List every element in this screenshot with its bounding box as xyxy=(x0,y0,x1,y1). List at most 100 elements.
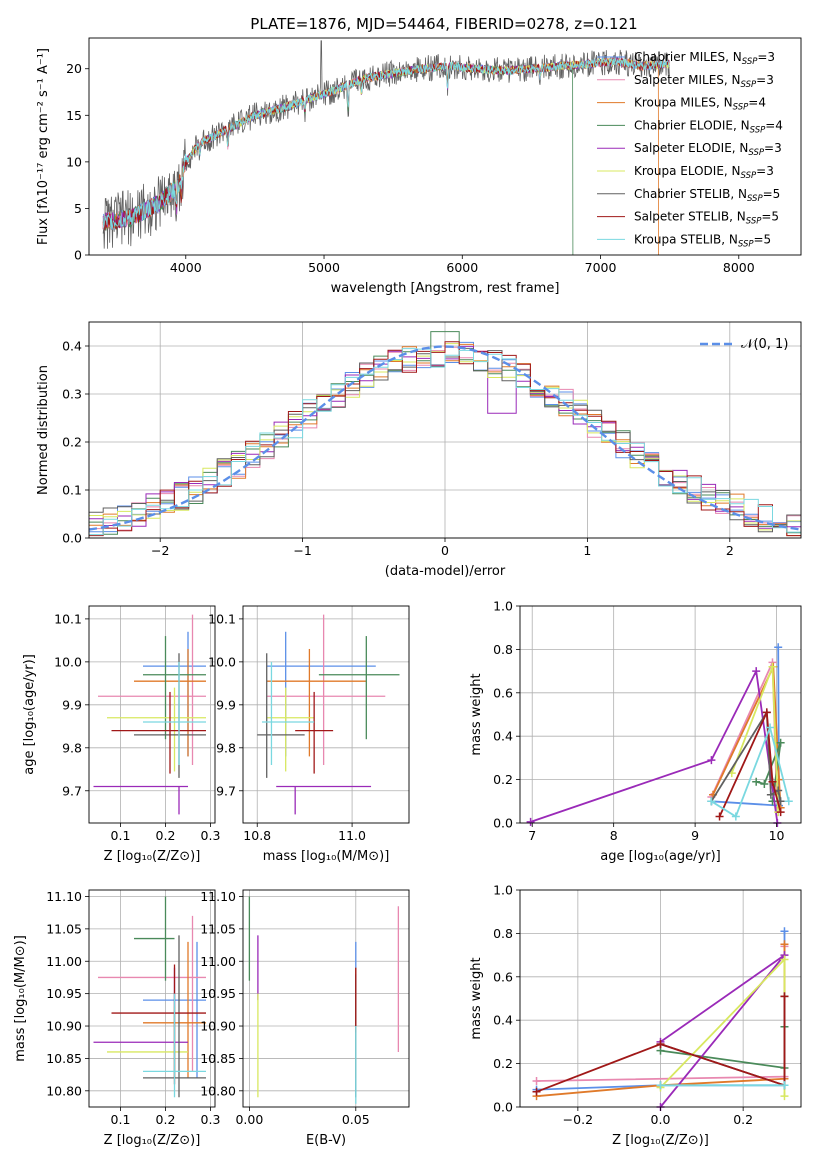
y-tick-label: 5 xyxy=(74,201,82,216)
x-tick-label: 4000 xyxy=(170,260,202,275)
legend-entry: Salpeter ELODIE, NSSP=3 xyxy=(634,141,782,158)
legend-entry: 𝒩(0, 1) xyxy=(741,337,788,352)
x-tick-label: −0.2 xyxy=(563,1112,593,1127)
x-axis-label: E(B-V) xyxy=(306,1133,346,1148)
x-tick-label: 0.0 xyxy=(651,1112,671,1127)
x-axis-label: (data-model)/error xyxy=(385,564,506,579)
y-tick-label: 10.95 xyxy=(46,986,82,1001)
legend-entry: Kroupa ELODIE, NSSP=3 xyxy=(634,164,774,181)
y-tick-label: 9.9 xyxy=(62,697,82,712)
y-axis-label: mass [log₁₀(M/M⊙)] xyxy=(13,935,28,1062)
y-tick-label: 10.1 xyxy=(208,611,236,626)
y-tick-label: 9.7 xyxy=(62,783,82,798)
weight-series-8 xyxy=(718,708,782,817)
weight-marker xyxy=(526,817,535,826)
panel-age-vs-Z: 0.1 0.2 0.3 9.7 9.8 9.9 10.0 10.1 Z [log₁₀(Z/Z⊙)… xyxy=(22,605,221,864)
y-tick-label: 10.95 xyxy=(200,986,236,1001)
y-tick-label: 11.05 xyxy=(46,921,82,936)
y-tick-label: 10 xyxy=(66,154,82,169)
panel-weight-vs-age: 7 8 9 10 0.0 0.2 0.4 0.6 0.8 1.0 age [log₁₀(age/yr… xyxy=(469,599,802,864)
x-axis-label: Z [log₁₀(Z/Z⊙)] xyxy=(104,849,201,864)
weight-marker xyxy=(776,808,785,817)
y-tick-label: 1.0 xyxy=(493,883,513,898)
axes-frame xyxy=(88,889,216,1108)
axes-frame xyxy=(519,605,802,824)
y-tick-label: 0.1 xyxy=(62,483,82,498)
x-tick-label: 0.3 xyxy=(201,1112,221,1127)
x-tick-label: 8 xyxy=(610,828,618,843)
x-tick-label: 6000 xyxy=(446,260,478,275)
histogram-series-4 xyxy=(89,331,801,535)
y-tick-label: 10.80 xyxy=(46,1083,82,1098)
x-tick-label: 10.8 xyxy=(243,828,271,843)
x-tick-label: 0.00 xyxy=(235,1112,263,1127)
y-axis-label: age [log₁₀(age/yr)] xyxy=(22,654,37,775)
spectrum-series-6 xyxy=(174,57,671,204)
x-tick-label: 0.1 xyxy=(111,828,131,843)
y-tick-label: 0.4 xyxy=(493,1013,513,1028)
legend-entry: Chabrier STELIB, NSSP=5 xyxy=(634,187,780,204)
y-tick-label: 10.1 xyxy=(54,611,82,626)
y-tick-label: 0.8 xyxy=(493,642,513,657)
plot-area-mass-vs-Z xyxy=(93,896,206,1098)
y-tick-label: 0.6 xyxy=(493,685,513,700)
axes-frame xyxy=(88,321,802,539)
plot-area-weight-vs-age xyxy=(526,643,793,827)
legend-entry: Salpeter MILES, NSSP=3 xyxy=(634,73,774,90)
weight-marker xyxy=(774,643,783,652)
weight-series-7 xyxy=(660,996,786,1087)
y-tick-label: 10.90 xyxy=(46,1019,82,1034)
x-tick-label: 1 xyxy=(583,543,591,558)
spectrum-series-8 xyxy=(102,56,670,231)
histogram-series-8 xyxy=(89,341,801,537)
x-tick-label: 2 xyxy=(726,543,734,558)
y-tick-label: 0.2 xyxy=(493,1056,513,1071)
axes-frame xyxy=(242,605,410,824)
y-tick-label: 20 xyxy=(66,61,82,76)
axes-frame xyxy=(88,605,216,824)
y-tick-label: 9.8 xyxy=(216,740,236,755)
weight-marker xyxy=(707,797,716,806)
y-tick-label: 0 xyxy=(74,248,82,263)
x-tick-label: 10 xyxy=(769,828,785,843)
legend-entry: Salpeter STELIB, NSSP=5 xyxy=(634,210,779,227)
plot-area-age-vs-mass xyxy=(257,614,400,815)
legend-entry: Kroupa MILES, NSSP=4 xyxy=(634,96,766,113)
y-tick-label: 10.80 xyxy=(200,1083,236,1098)
y-tick-label: 9.8 xyxy=(62,740,82,755)
y-tick-label: 0.4 xyxy=(62,339,82,354)
y-tick-label: 0.0 xyxy=(493,1100,513,1115)
weight-series-5 xyxy=(530,668,779,824)
x-tick-label: 0.3 xyxy=(201,828,221,843)
weight-marker xyxy=(752,667,761,676)
legend-entry: Chabrier MILES, NSSP=3 xyxy=(634,50,775,67)
plot-area-mass-vs-ebv xyxy=(248,896,400,1104)
x-tick-label: −1 xyxy=(293,543,311,558)
y-tick-label: 9.9 xyxy=(216,697,236,712)
normal-curve xyxy=(88,345,802,531)
spectrum-legend: Chabrier MILES, NSSP=3 Salpeter MILES, NS… xyxy=(597,50,783,249)
weight-marker xyxy=(752,777,761,786)
weight-marker xyxy=(656,1081,665,1090)
axes-frame xyxy=(242,889,410,1108)
weight-marker xyxy=(766,790,775,799)
spectrum-series-9 xyxy=(102,57,670,231)
weight-marker xyxy=(776,738,785,747)
weight-series-8 xyxy=(536,996,786,1093)
plot-area-weight-vs-Z xyxy=(532,927,789,1111)
y-axis-label: Normed distribution xyxy=(36,365,51,495)
panel-residuals: −2 −1 0 1 2 0.0 0.1 0.2 0.3 0.4 (data-model)/error… xyxy=(36,321,802,579)
y-tick-label: 10.0 xyxy=(54,654,82,669)
weight-marker xyxy=(762,708,771,717)
legend-entry: Kroupa STELIB, NSSP=5 xyxy=(634,232,771,249)
weight-marker xyxy=(656,1040,665,1049)
y-tick-label: 10.85 xyxy=(46,1051,82,1066)
x-axis-label: age [log₁₀(age/yr)] xyxy=(600,849,721,864)
panel-mass-vs-ebv: 0.00 0.05 10.80 10.85 10.90 10.95 11.00 11.05 11… xyxy=(200,889,410,1148)
weight-marker xyxy=(768,777,777,786)
weight-marker xyxy=(707,756,716,765)
axes-frame xyxy=(519,889,802,1108)
weight-marker xyxy=(715,812,724,821)
y-tick-label: 0.0 xyxy=(62,531,82,546)
